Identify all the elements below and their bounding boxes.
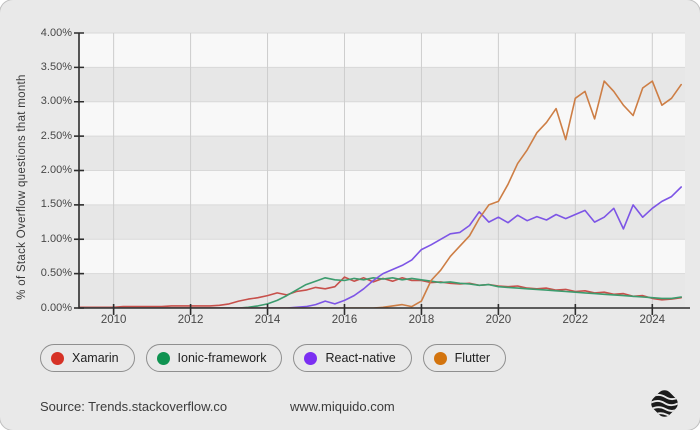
legend-label: React-native [325,351,396,365]
x-tick-label: 2014 [254,314,281,326]
y-tick-label: 1.50% [40,198,72,211]
legend-pill-flutter[interactable]: Flutter [422,344,507,372]
plot-band [79,101,685,137]
website-text: www.miquido.com [290,399,395,414]
legend-dot-icon [433,351,447,365]
legend: Xamarin Ionic-framework React-native Flutte… [40,344,507,372]
x-tick-label: 2010 [100,314,127,326]
x-tick-label: 2016 [331,314,358,326]
miquido-logo-icon [648,390,681,417]
y-tick-label: 0.00% [40,301,72,314]
series-line-xamarin [79,276,683,308]
legend-pill-react-native[interactable]: React-native [293,344,412,372]
plot-band [79,239,685,274]
plot-band [79,170,685,205]
legend-label: Xamarin [72,351,119,365]
x-tick-label: 2024 [639,314,666,326]
x-tick-label: 2022 [562,314,589,326]
legend-label: Flutter [454,351,491,365]
legend-label: Ionic-framework [177,351,267,365]
y-tick-label: 0.50% [40,267,72,280]
y-tick-label: 2.00% [40,164,72,176]
y-tick-label: 3.50% [40,60,72,73]
series-line-react-native [79,186,683,308]
series-line-ionic-framework [79,277,683,308]
line-chart-plot [74,32,690,315]
y-tick-label: 1.00% [40,232,72,245]
x-tick-label: 2012 [177,314,204,326]
x-tick-label: 2020 [485,314,512,326]
source-text: Source: Trends.stackoverflow.co [40,399,228,414]
plot-band [79,136,685,171]
plot-band [79,33,685,68]
legend-dot-icon [51,351,64,365]
y-tick-label: 2.50% [40,129,72,142]
legend-pill-xamarin[interactable]: Xamarin [40,344,135,372]
legend-dot-icon [156,351,170,365]
x-tick-label: 2018 [408,314,435,326]
legend-pill-ionic-framework[interactable]: Ionic-framework [145,344,283,372]
y-tick-label: 4.00% [40,26,72,39]
plot-band [79,67,685,102]
legend-dot-icon [304,351,318,365]
y-tick-label: 3.00% [40,95,72,108]
